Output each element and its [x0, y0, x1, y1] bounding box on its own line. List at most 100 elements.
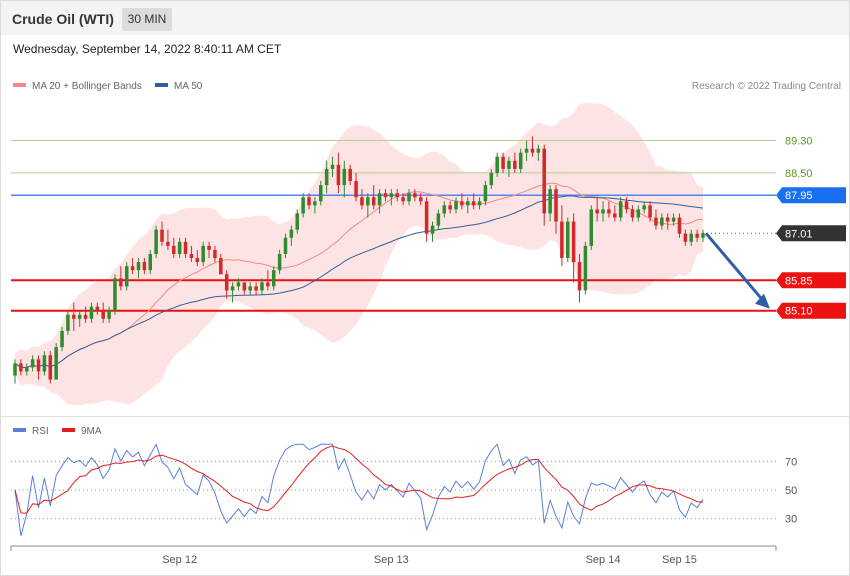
candle-body: [183, 241, 188, 254]
candle-body: [224, 274, 229, 291]
candle-body: [83, 314, 88, 319]
candle-body: [548, 189, 552, 214]
candle-body: [513, 160, 517, 169]
candle-body: [695, 233, 699, 238]
candle-body: [466, 201, 470, 206]
candle-body: [119, 278, 123, 287]
candle-body: [418, 197, 423, 202]
candle-body: [460, 201, 464, 206]
candle-body: [524, 148, 529, 153]
candle-body: [283, 237, 288, 254]
candle-body: [601, 209, 605, 214]
candle-body: [442, 205, 447, 214]
candle-body: [489, 172, 494, 186]
candle-body: [219, 258, 223, 275]
candle-body: [360, 197, 364, 206]
x-tick-sep-12: Sep 12: [162, 554, 197, 566]
candle-body: [501, 156, 505, 169]
rsi-tick-30: 30: [785, 514, 797, 526]
level-89-30-label: 89.30: [785, 136, 813, 148]
candle-body: [366, 197, 370, 206]
candle-body: [324, 168, 329, 186]
candle-body: [236, 282, 241, 287]
candle-body: [342, 168, 347, 186]
candle-body: [107, 310, 111, 319]
candle-body: [401, 197, 405, 202]
candle-body: [230, 286, 235, 291]
level-85-85-tag: [776, 272, 846, 289]
candle-body: [289, 229, 294, 238]
candle-body: [195, 258, 200, 263]
timeframe-badge[interactable]: 30 MIN: [122, 8, 172, 31]
candle-body: [160, 229, 164, 242]
candle-body: [624, 201, 629, 210]
candle-body: [471, 201, 476, 206]
candle-body: [89, 306, 94, 319]
x-tick-sep-15: Sep 15: [662, 554, 697, 566]
candle-body: [189, 253, 194, 259]
candle-body: [136, 262, 141, 271]
research-credit: Research © 2022 Trading Central: [691, 81, 841, 92]
candle-body: [607, 209, 611, 214]
candle-body: [260, 282, 264, 291]
candle-body: [518, 152, 523, 169]
rsi-line: [14, 443, 704, 536]
candle-body: [571, 221, 576, 263]
legend-9ma-label: 9MA: [81, 426, 102, 437]
candle-body: [336, 164, 341, 186]
rsi-tick-50: 50: [785, 485, 797, 497]
candle-body: [565, 221, 570, 259]
legend-ma50-swatch: [155, 83, 168, 88]
candle-body: [177, 241, 182, 254]
chart-header: Crude Oil (WTI) 30 MIN: [1, 1, 849, 35]
candle-body: [48, 355, 53, 380]
candle-body: [689, 233, 694, 242]
candle-body: [201, 245, 205, 263]
candle-body: [583, 245, 588, 291]
candle-body: [77, 314, 82, 319]
candle-body: [424, 201, 429, 234]
candle-body: [448, 205, 452, 210]
candle-body: [413, 193, 417, 198]
instrument-title: Crude Oil (WTI): [12, 11, 114, 27]
candle-body: [377, 193, 382, 206]
candle-body: [248, 286, 252, 291]
legend-rsi: RSI: [13, 426, 49, 437]
legend-9ma-swatch: [62, 428, 75, 433]
candle-body: [348, 168, 352, 182]
candle-body: [671, 217, 676, 222]
legend-ma50-label: MA 50: [174, 81, 203, 92]
candle-body: [595, 209, 599, 214]
candle-body: [95, 306, 100, 311]
candle-body: [130, 266, 135, 271]
candle-body: [13, 363, 17, 376]
ma50-line: [14, 195, 704, 368]
candle-body: [254, 286, 258, 291]
candle-body: [54, 347, 58, 380]
candle-body: [172, 245, 176, 254]
rsi-9ma-line: [14, 445, 704, 514]
panel-separator: [1, 416, 849, 417]
candle-body: [36, 359, 41, 372]
legend-ma20-swatch: [13, 83, 26, 88]
legend-rsi-label: RSI: [32, 426, 49, 437]
candle-body: [142, 262, 147, 271]
candle-body: [24, 367, 29, 372]
candle-body: [60, 330, 64, 348]
candle-body: [395, 193, 399, 198]
candle-body: [636, 209, 641, 218]
candle-body: [436, 213, 441, 226]
candle-body: [307, 197, 311, 206]
candle-body: [313, 201, 317, 206]
legend-ma20: MA 20 + Bollinger Bands: [13, 81, 142, 92]
legend-ma50: MA 50: [155, 81, 202, 92]
candle-body: [301, 197, 305, 214]
candle-body: [124, 266, 129, 287]
candle-body: [319, 185, 323, 202]
legend-rsi-swatch: [13, 428, 26, 433]
candle-body: [389, 193, 394, 198]
candle-body: [577, 262, 582, 291]
candle-body: [654, 217, 658, 226]
candle-body: [495, 156, 499, 173]
